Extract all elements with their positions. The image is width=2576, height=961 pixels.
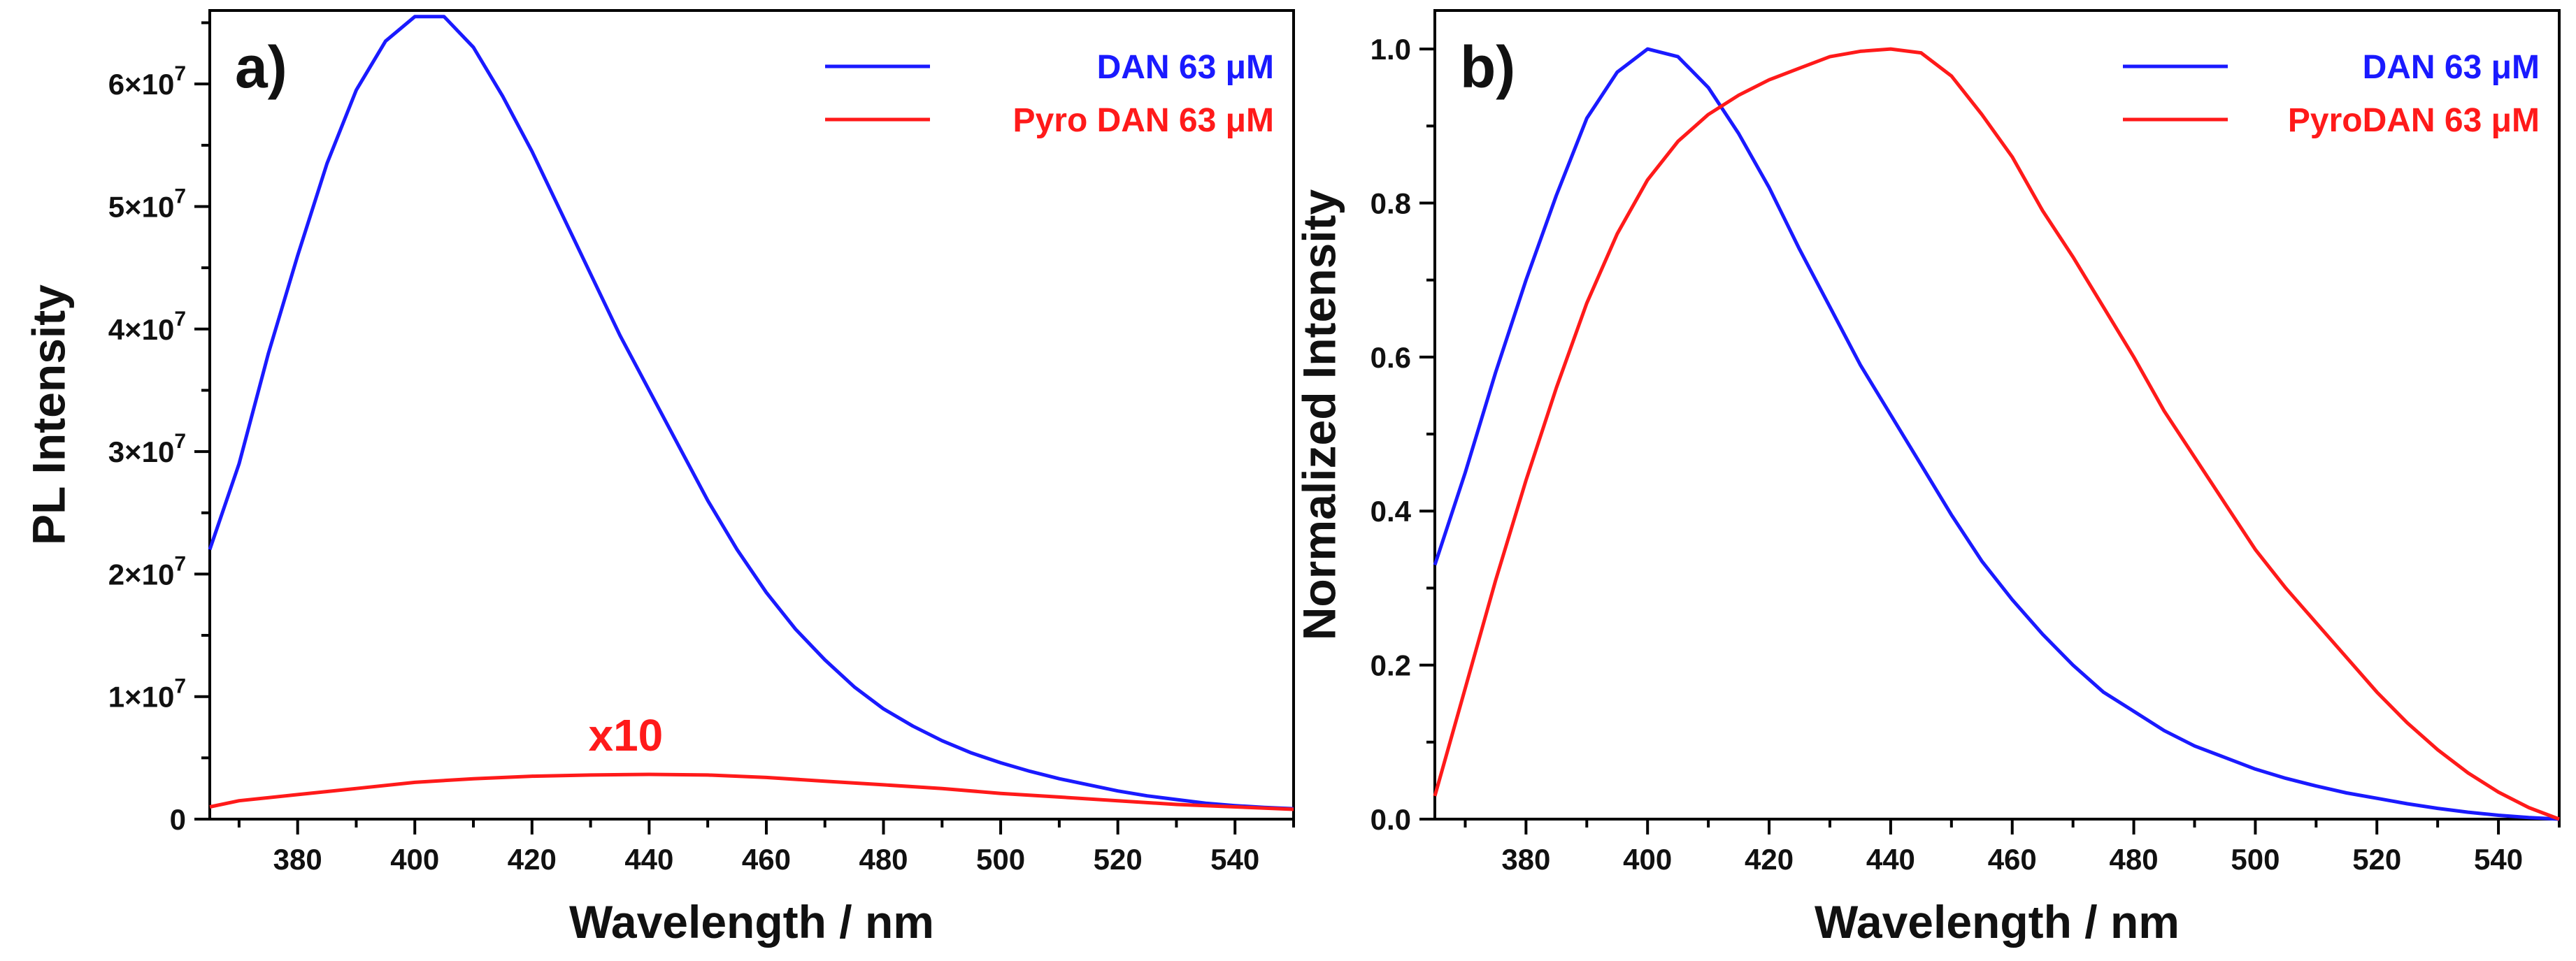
- panel-a: 0 1×107 2×107 3×107 4×107 5×107 6×107 380 400 42…: [22, 9, 1295, 948]
- x-tick-label: 400: [1623, 843, 1672, 876]
- y-tick-label: 1.0: [1371, 33, 1411, 66]
- x-tick-label: 480: [859, 843, 908, 876]
- x-tick-label: 440: [1866, 843, 1915, 876]
- legend-label: DAN 63 μM: [1097, 49, 1274, 86]
- series-line: [1433, 47, 2560, 821]
- series-lines-a: [208, 15, 1294, 811]
- y-tick-label: 4×107: [108, 308, 186, 346]
- y-tick-label: 5×107: [108, 185, 186, 223]
- x-axis-title-a: Wavelength / nm: [569, 896, 934, 948]
- plot-frame-b: [1433, 9, 2561, 821]
- legend-label: DAN 63 μM: [2363, 49, 2540, 86]
- x-tick-label: 540: [2474, 843, 2523, 876]
- x-tick-label: 420: [508, 843, 557, 876]
- panel-label-b: b): [1460, 34, 1515, 100]
- x-tick-label: 500: [2231, 843, 2280, 876]
- x-axis-a: 380 400 420 440 460 480 500 520 540: [237, 819, 1295, 876]
- series-line: [209, 772, 1294, 811]
- x-tick-label: 460: [1988, 843, 2037, 876]
- series-line: [208, 15, 1294, 811]
- y-axis-a: 0 1×107 2×107 3×107 4×107 5×107 6×107: [108, 21, 210, 836]
- y-tick-label: 0.2: [1371, 649, 1411, 682]
- x-tick-label: 520: [2352, 843, 2401, 876]
- y-tick-label: 0: [170, 803, 186, 836]
- panel-b: 0.0 0.2 0.4 0.6 0.8 1.0 380 400 420 440 460 480 500…: [1293, 9, 2561, 948]
- y-tick-label: 0.8: [1371, 187, 1411, 219]
- x-axis-b: 380 400 420 440 460 480 500 520 540: [1464, 819, 2561, 876]
- legend-label: Pyro DAN 63 μM: [1013, 102, 1274, 139]
- x-tick-label: 480: [2110, 843, 2159, 876]
- x-tick-label: 380: [273, 843, 322, 876]
- panel-label-a: a): [235, 34, 287, 100]
- x-tick-label: 500: [976, 843, 1025, 876]
- x-axis-title-b: Wavelength / nm: [1815, 896, 2180, 948]
- x-tick-label: 520: [1094, 843, 1143, 876]
- y-tick-label: 2×107: [108, 552, 186, 591]
- y-tick-label: 1×107: [108, 675, 186, 714]
- y-tick-label: 3×107: [108, 430, 186, 468]
- annotation-label: x10: [588, 710, 663, 760]
- x-tick-label: 420: [1745, 843, 1794, 876]
- y-tick-label: 6×107: [108, 62, 186, 101]
- y-tick-label: 0.4: [1371, 495, 1412, 528]
- x-tick-label: 400: [390, 843, 439, 876]
- y-axis-b: 0.0 0.2 0.4 0.6 0.8 1.0: [1371, 33, 1435, 836]
- legend-b: DAN 63 μM PyroDAN 63 μM: [2123, 49, 2540, 139]
- y-tick-label: 0.0: [1371, 803, 1411, 836]
- legend-a: DAN 63 μM Pyro DAN 63 μM: [825, 49, 1274, 139]
- plot-frame-a: [208, 9, 1295, 821]
- y-tick-label: 0.6: [1371, 341, 1411, 374]
- x-tick-label: 440: [624, 843, 673, 876]
- x-tick-label: 460: [742, 843, 791, 876]
- series-lines-b: [1433, 47, 2560, 821]
- x-tick-label: 540: [1210, 843, 1259, 876]
- series-line: [1433, 47, 2560, 821]
- y-axis-title-b: Normalized Intensity: [1293, 189, 1345, 640]
- legend-label: PyroDAN 63 μM: [2288, 102, 2540, 139]
- y-axis-title-a: PL Intensity: [22, 284, 74, 545]
- x-tick-label: 380: [1501, 843, 1550, 876]
